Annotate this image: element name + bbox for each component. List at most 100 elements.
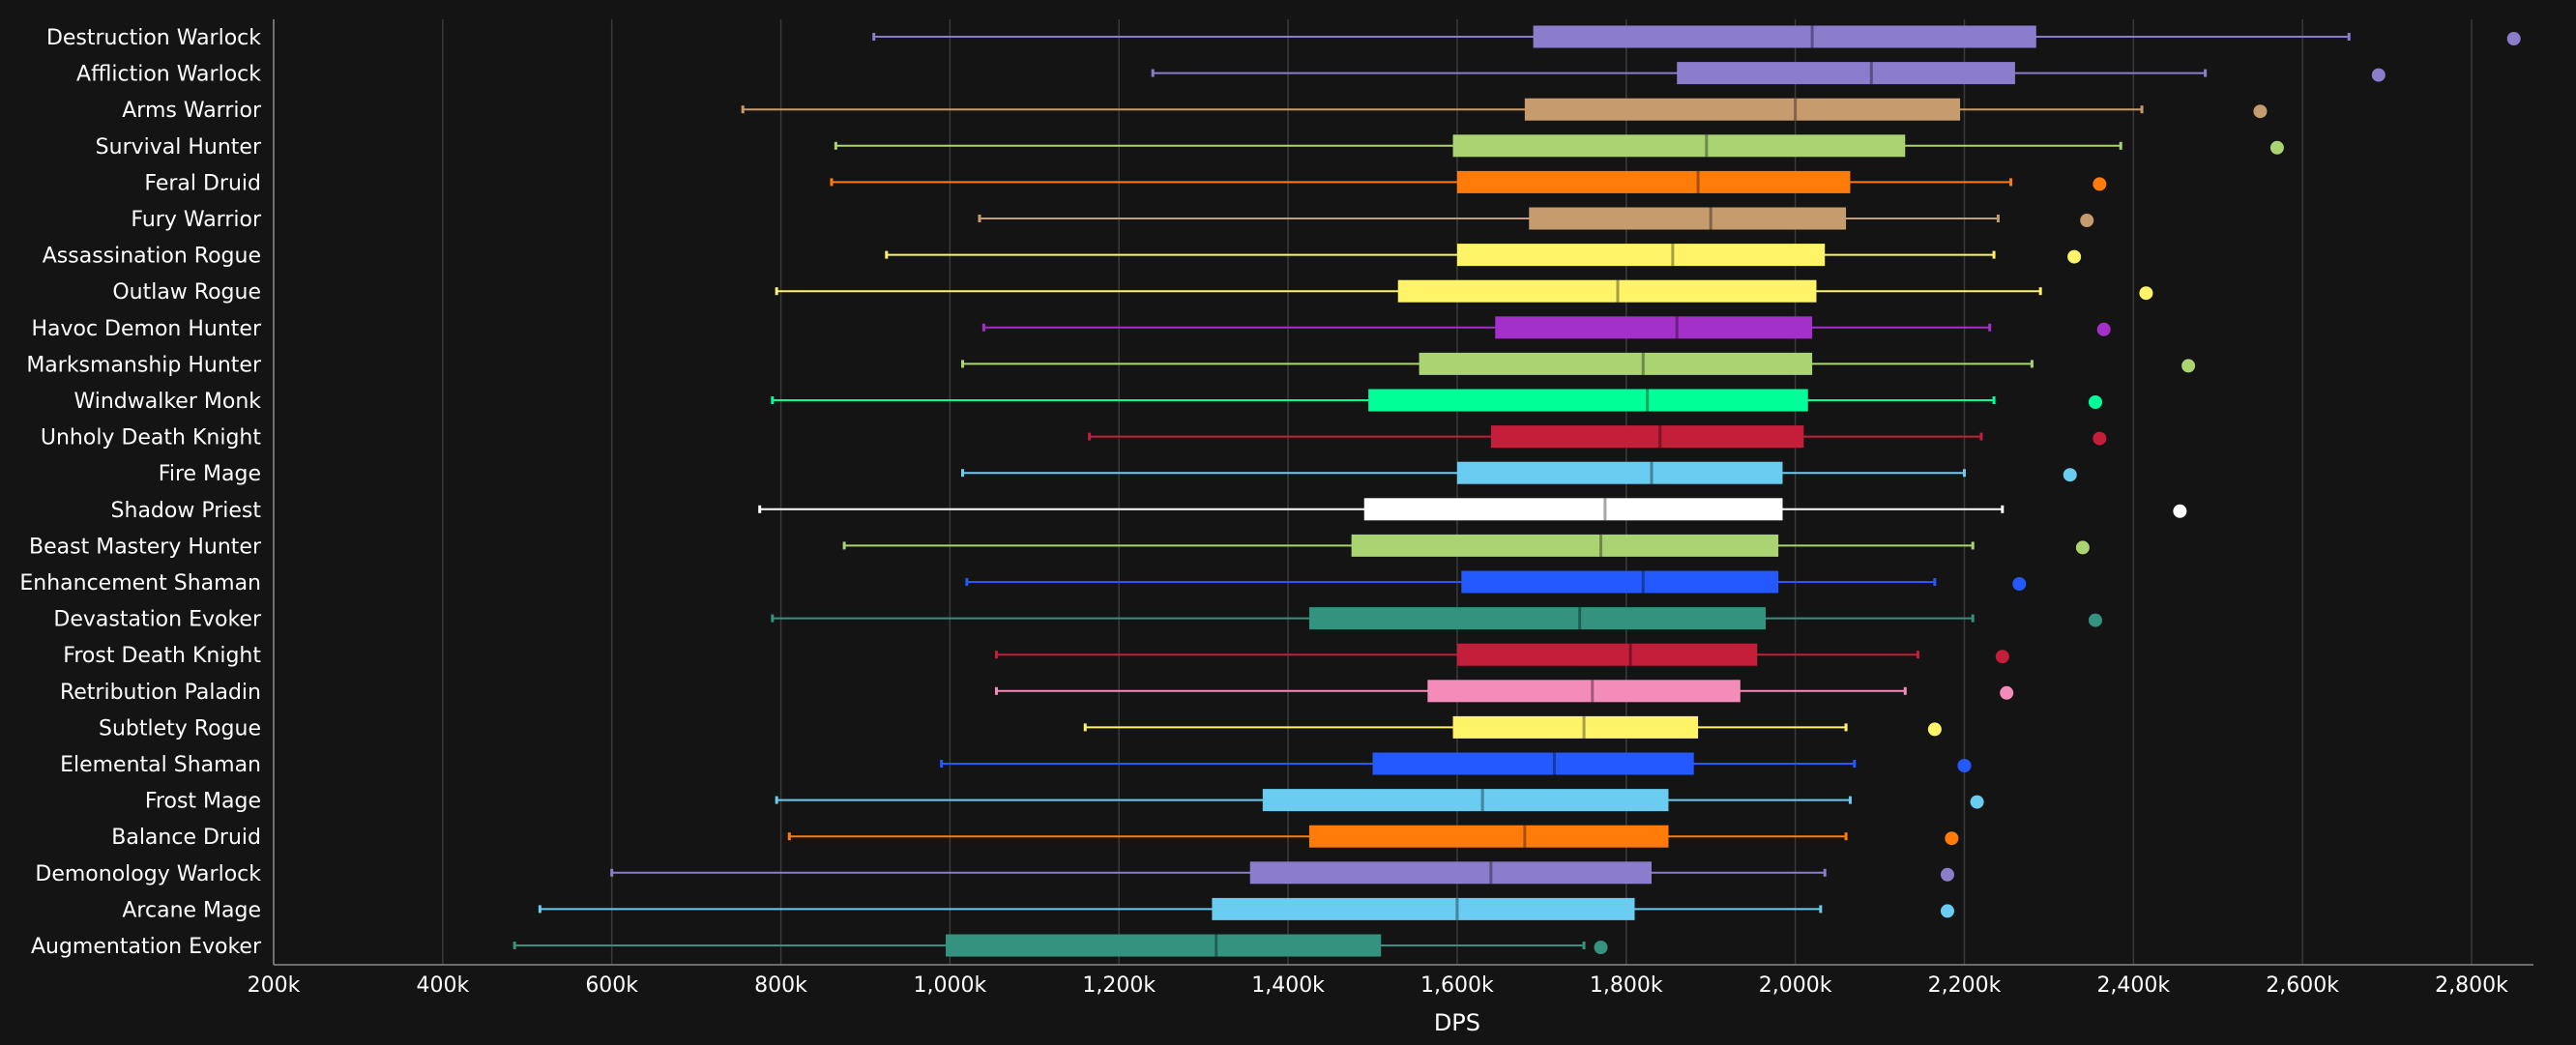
spec-row: Balance Druid [111, 825, 1959, 850]
spec-row: Arms Warrior [122, 98, 2268, 123]
spec-row: Shadow Priest [111, 498, 2187, 523]
iqr-box[interactable] [1461, 570, 1779, 594]
iqr-box[interactable] [1351, 534, 1779, 557]
x-axis: DPS 200k 400k 600k 800k 1,000k 1,200k 1,400k 1,… [248, 19, 2533, 1036]
spec-row: Affliction Warlock [76, 62, 2386, 87]
spec-label: Unholy Death Knight [41, 426, 261, 450]
iqr-box[interactable] [1490, 425, 1804, 449]
outlier-point[interactable] [1940, 867, 1954, 882]
iqr-box[interactable] [1397, 279, 1817, 303]
x-tick-label: 1,800k [1590, 973, 1663, 998]
outlier-point[interactable] [1995, 650, 2009, 664]
iqr-box[interactable] [1452, 715, 1699, 739]
outlier-point[interactable] [1940, 904, 1954, 918]
x-tick-label: 2,400k [2096, 973, 2170, 998]
iqr-box[interactable] [1308, 825, 1669, 848]
spec-row: Outlaw Rogue [112, 279, 2153, 305]
iqr-box[interactable] [1456, 643, 1758, 666]
iqr-box[interactable] [1363, 498, 1783, 521]
spec-row: Arcane Mage [122, 897, 1954, 922]
spec-label: Windwalker Monk [73, 390, 261, 414]
spec-row: Fury Warrior [131, 207, 2094, 232]
spec-row: Demonology Warlock [35, 861, 1954, 886]
outlier-point[interactable] [2088, 613, 2102, 627]
outlier-point[interactable] [2012, 577, 2027, 591]
iqr-box[interactable] [1452, 134, 1906, 158]
spec-label: Shadow Priest [111, 499, 262, 523]
outlier-point[interactable] [2063, 468, 2077, 482]
spec-label: Outlaw Rogue [112, 280, 261, 305]
spec-row: Windwalker Monk [73, 389, 2102, 414]
spec-label: Fury Warrior [131, 208, 262, 232]
iqr-box[interactable] [1495, 316, 1813, 339]
iqr-box[interactable] [1529, 207, 1847, 230]
outlier-point[interactable] [2088, 395, 2102, 409]
iqr-box[interactable] [1249, 861, 1652, 885]
iqr-box[interactable] [1456, 461, 1783, 484]
iqr-box[interactable] [1308, 607, 1767, 630]
outlier-point[interactable] [1594, 941, 1608, 954]
spec-label: Augmentation Evoker [31, 935, 262, 959]
spec-row: Unholy Death Knight [41, 425, 2107, 450]
spec-row: Augmentation Evoker [31, 934, 1608, 959]
outlier-point[interactable] [2371, 68, 2386, 82]
x-axis-title: DPS [1434, 1009, 1480, 1036]
outlier-point[interactable] [1927, 722, 1942, 737]
spec-row: Assassination Rogue [43, 244, 2082, 269]
outlier-point[interactable] [2080, 214, 2094, 227]
x-tick-label: 400k [416, 973, 469, 998]
iqr-box[interactable] [1456, 170, 1851, 193]
spec-label: Survival Hunter [96, 135, 262, 160]
spec-label: Arcane Mage [122, 898, 261, 922]
iqr-box[interactable] [1533, 25, 2036, 48]
spec-label: Demonology Warlock [35, 862, 261, 886]
spec-label: Assassination Rogue [43, 245, 261, 269]
iqr-box[interactable] [946, 934, 1382, 957]
spec-row: Havoc Demon Hunter [31, 316, 2111, 341]
outlier-point[interactable] [2181, 359, 2196, 373]
spec-label: Frost Mage [145, 790, 261, 814]
iqr-box[interactable] [1212, 897, 1635, 920]
spec-row: Subtlety Rogue [99, 715, 1942, 740]
spec-label: Marksmanship Hunter [26, 353, 262, 377]
iqr-box[interactable] [1368, 389, 1808, 412]
outlier-point[interactable] [2506, 32, 2521, 45]
spec-label: Destruction Warlock [46, 26, 261, 50]
outlier-point[interactable] [2093, 431, 2107, 446]
outlier-point[interactable] [2075, 540, 2090, 555]
spec-label: Retribution Paladin [60, 681, 261, 705]
outlier-point[interactable] [2093, 177, 2107, 191]
iqr-box[interactable] [1427, 680, 1741, 703]
x-tick-label: 2,000k [1759, 973, 1832, 998]
outlier-point[interactable] [2269, 140, 2284, 155]
x-tick-label: 1,200k [1082, 973, 1156, 998]
spec-label: Balance Druid [111, 826, 261, 850]
spec-row: Feral Druid [144, 170, 2107, 195]
iqr-box[interactable] [1372, 752, 1694, 775]
spec-row: Enhancement Shaman [19, 570, 2027, 595]
iqr-box[interactable] [1456, 244, 1826, 267]
spec-row: Elemental Shaman [60, 752, 1972, 777]
spec-label: Arms Warrior [122, 99, 262, 123]
spec-row: Retribution Paladin [60, 680, 2014, 705]
outlier-point[interactable] [1970, 795, 1984, 809]
spec-row: Fire Mage [159, 461, 2077, 486]
outlier-point[interactable] [2253, 104, 2268, 119]
outlier-point[interactable] [1945, 831, 1959, 846]
outlier-point[interactable] [2000, 685, 2014, 700]
iqr-box[interactable] [1524, 98, 1961, 121]
spec-row: Survival Hunter [96, 134, 2284, 160]
iqr-box[interactable] [1677, 62, 2015, 85]
spec-label: Elemental Shaman [60, 753, 261, 777]
outlier-point[interactable] [2067, 249, 2082, 264]
outlier-point[interactable] [2173, 504, 2187, 518]
iqr-box[interactable] [1262, 789, 1669, 812]
spec-label: Affliction Warlock [76, 63, 261, 87]
iqr-box[interactable] [1419, 352, 1813, 375]
spec-label: Devastation Evoker [53, 608, 262, 632]
outlier-point[interactable] [1957, 759, 1972, 772]
x-tick-label: 800k [754, 973, 807, 998]
outlier-point[interactable] [2096, 322, 2111, 336]
outlier-point[interactable] [2139, 286, 2153, 301]
spec-label: Frost Death Knight [63, 644, 261, 668]
